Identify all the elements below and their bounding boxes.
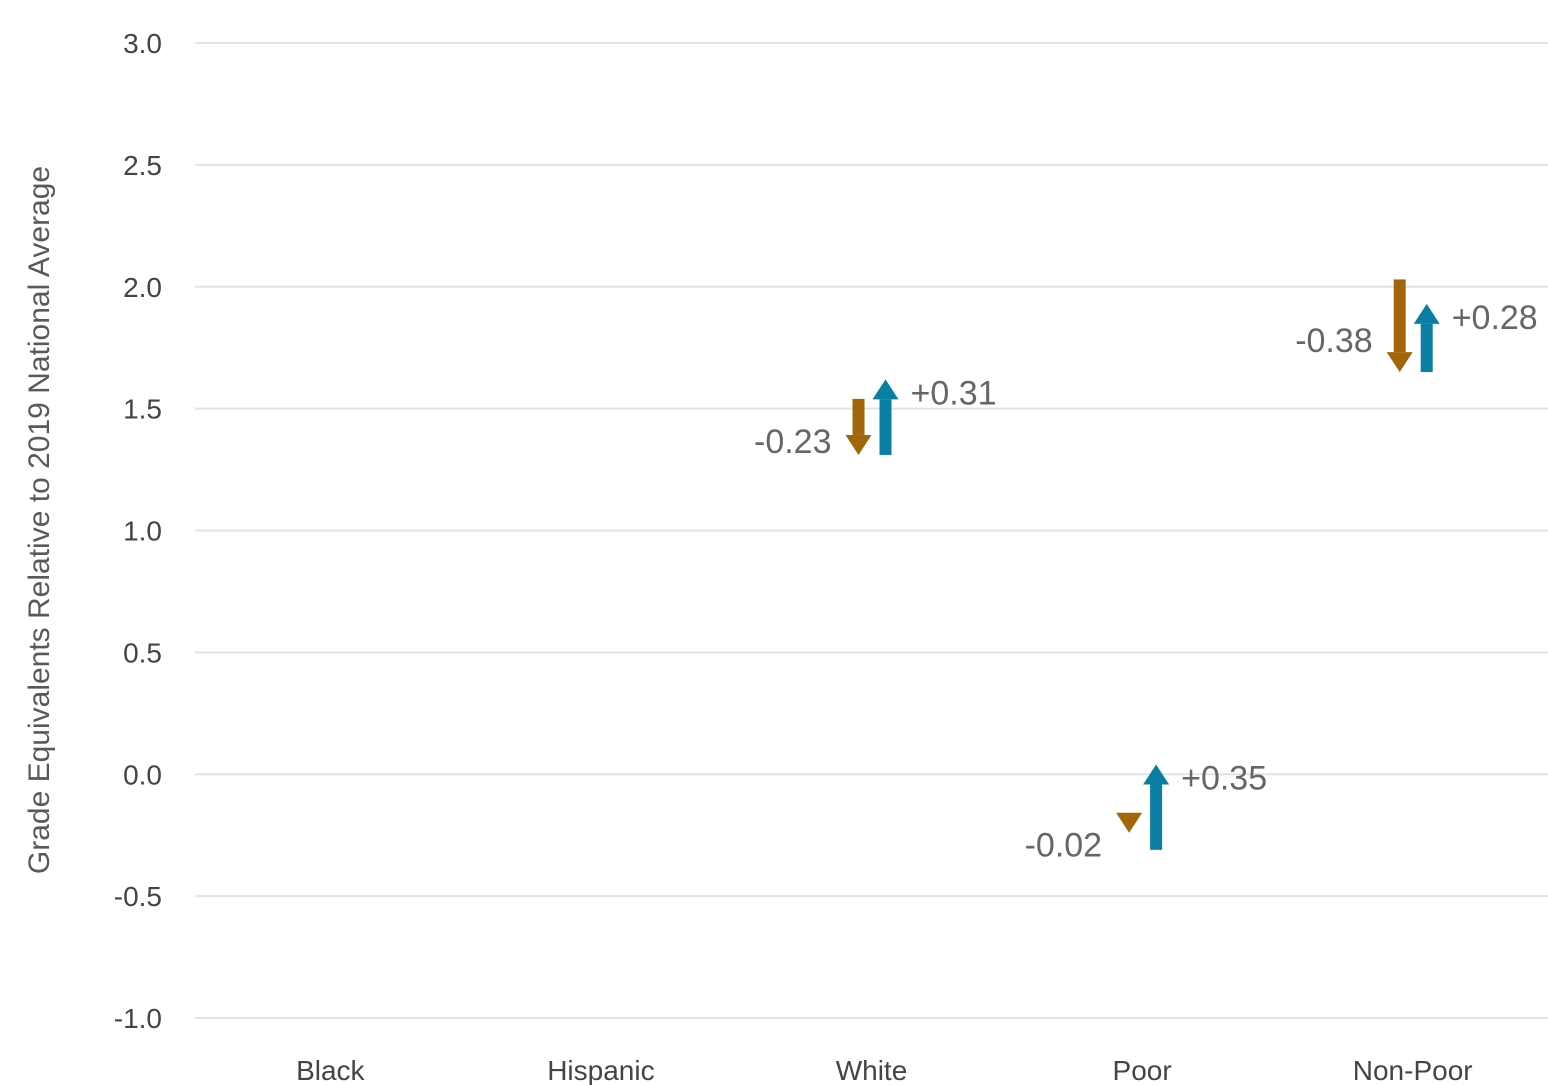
arrow-head — [1386, 352, 1413, 373]
x-category-label: Non-Poor — [1353, 1055, 1473, 1085]
y-tick-label: 0.5 — [123, 637, 162, 668]
arrow-shaft — [1420, 323, 1433, 373]
change-label: +0.31 — [911, 374, 997, 412]
decline-arrow: -0.02 — [1025, 812, 1143, 864]
gridlines — [195, 42, 1548, 1019]
change-label: -0.23 — [754, 423, 832, 461]
arrow-head — [1413, 303, 1440, 324]
arrow-head — [1116, 812, 1143, 833]
y-tick-label: 1.0 — [123, 516, 162, 547]
gain-arrow: +0.28 — [1413, 299, 1538, 373]
x-category-label: Poor — [1113, 1055, 1172, 1085]
arrow-head — [1143, 764, 1170, 785]
change-arrows: -0.23 -0.02 -0.38 +0.31 +0.35 +0.28 — [754, 279, 1538, 864]
arrow-head — [845, 434, 872, 455]
change-label: -0.02 — [1025, 826, 1103, 864]
arrow-shaft — [852, 398, 865, 435]
y-tick-label: 2.0 — [123, 272, 162, 303]
change-label: -0.38 — [1295, 322, 1373, 360]
y-tick-label: 0.0 — [123, 759, 162, 790]
y-axis-label: Grade Equivalents Relative to 2019 Natio… — [23, 166, 56, 874]
x-category-label: White — [836, 1055, 908, 1085]
y-tick-label: -1.0 — [114, 1003, 162, 1034]
y-tick-label: 2.5 — [123, 150, 162, 181]
x-category-label: Hispanic — [547, 1055, 654, 1085]
gain-arrow: +0.31 — [872, 374, 997, 455]
arrow-shaft — [1393, 279, 1406, 353]
arrow-shaft — [879, 399, 892, 455]
decline-arrow: -0.38 — [1295, 279, 1413, 373]
y-tick-label: 3.0 — [123, 28, 162, 59]
y-tick-label: 1.5 — [123, 394, 162, 425]
change-label: +0.35 — [1181, 760, 1267, 798]
x-category-label: Black — [296, 1055, 365, 1085]
change-label: +0.28 — [1452, 299, 1538, 337]
y-axis-ticks: 3.0 2.5 2.0 1.5 1.0 0.5 0.0 -0.5 -1.0 — [114, 28, 162, 1034]
arrow-shaft — [1150, 784, 1163, 850]
y-tick-label: -0.5 — [114, 881, 162, 912]
decline-arrow: -0.23 — [754, 398, 872, 461]
arrow-head — [872, 379, 899, 400]
gain-arrow: +0.35 — [1143, 760, 1267, 850]
x-axis-categories: Black Hispanic White Poor Non-Poor — [296, 1055, 1473, 1085]
